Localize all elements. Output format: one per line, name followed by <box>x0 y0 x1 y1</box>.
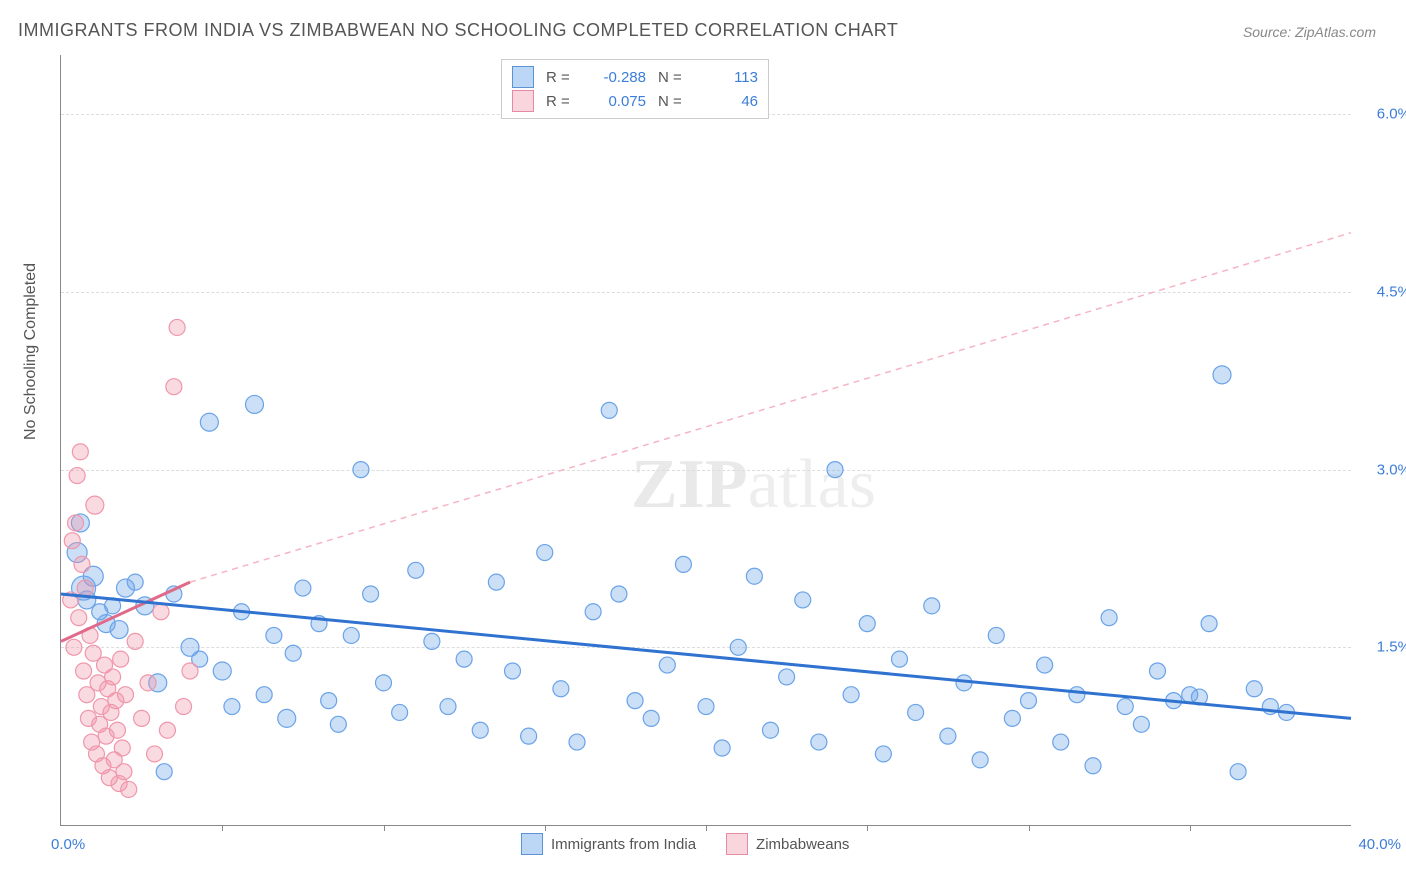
swatch-icon <box>521 833 543 855</box>
legend-label: Zimbabweans <box>756 836 849 853</box>
series-legend: Immigrants from India Zimbabweans <box>521 833 849 855</box>
n-value: 46 <box>698 93 758 110</box>
r-label: R = <box>546 93 574 110</box>
y-tick-label: 6.0% <box>1361 106 1406 123</box>
chart-title: IMMIGRANTS FROM INDIA VS ZIMBABWEAN NO S… <box>18 20 898 41</box>
correlation-legend: R = -0.288 N = 113 R = 0.075 N = 46 <box>501 59 769 119</box>
legend-row-zimbabwe: R = 0.075 N = 46 <box>512 90 758 112</box>
x-axis-start-label: 0.0% <box>51 836 85 853</box>
x-axis-end-label: 40.0% <box>1358 836 1401 853</box>
y-tick-label: 1.5% <box>1361 639 1406 656</box>
n-label: N = <box>658 69 686 86</box>
y-tick-label: 4.5% <box>1361 283 1406 300</box>
legend-item-india: Immigrants from India <box>521 833 696 855</box>
n-label: N = <box>658 93 686 110</box>
r-value: 0.075 <box>586 93 646 110</box>
chart-plot-area: ZIPatlas 1.5%3.0%4.5%6.0% 0.0% 40.0% R =… <box>60 55 1351 826</box>
swatch-icon <box>512 90 534 112</box>
r-value: -0.288 <box>586 69 646 86</box>
y-tick-label: 3.0% <box>1361 461 1406 478</box>
scatter-plot-svg <box>61 55 1351 825</box>
n-value: 113 <box>698 69 758 86</box>
source-credit: Source: ZipAtlas.com <box>1243 24 1376 40</box>
y-axis-label: No Schooling Completed <box>22 263 40 440</box>
swatch-icon <box>726 833 748 855</box>
legend-item-zimbabwe: Zimbabweans <box>726 833 849 855</box>
legend-row-india: R = -0.288 N = 113 <box>512 66 758 88</box>
legend-label: Immigrants from India <box>551 836 696 853</box>
swatch-icon <box>512 66 534 88</box>
r-label: R = <box>546 69 574 86</box>
